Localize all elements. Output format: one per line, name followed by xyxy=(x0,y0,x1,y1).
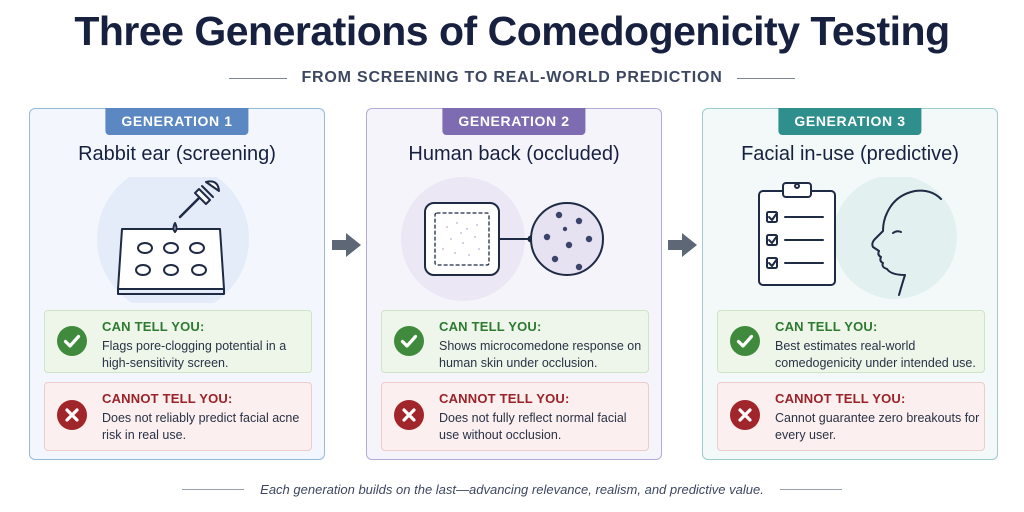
clipboard-face-icon xyxy=(758,175,957,299)
card-title: Human back (occluded) xyxy=(408,143,620,165)
generation-1-card: GENERATION 1 Rabbit ear (screening) xyxy=(29,108,325,460)
can-tell-text: Best estimates real-world comedogenicity… xyxy=(775,339,976,370)
can-tell-text: Shows microcomedone response on human sk… xyxy=(439,339,642,370)
subtitle-row: FROM SCREENING TO REAL-WORLD PREDICTION xyxy=(0,66,1024,90)
check-icon xyxy=(57,326,87,356)
footer-row: Each generation builds on the last—advan… xyxy=(0,480,1024,498)
check-icon xyxy=(730,326,760,356)
can-tell-heading: CAN TELL YOU: xyxy=(439,319,542,334)
card-title: Facial in-use (predictive) xyxy=(741,143,959,165)
generation-badge: GENERATION 1 xyxy=(105,108,249,135)
check-icon xyxy=(394,326,424,356)
divider xyxy=(182,488,245,490)
can-tell-box: CAN TELL YOU: Shows microcomedone respon… xyxy=(381,310,649,373)
can-tell-box: CAN TELL YOU: Best estimates real-world … xyxy=(717,310,985,373)
can-tell-heading: CAN TELL YOU: xyxy=(102,319,205,334)
card-title: Rabbit ear (screening) xyxy=(78,143,276,165)
cannot-tell-heading: CANNOT TELL YOU: xyxy=(102,391,233,406)
cross-icon xyxy=(57,400,87,430)
facial-in-use-illustration xyxy=(703,175,997,303)
divider xyxy=(736,77,795,79)
arrow-right-icon xyxy=(668,233,697,257)
rabbit-ear-illustration xyxy=(30,163,324,315)
generation-badge: GENERATION 2 xyxy=(442,108,586,135)
divider xyxy=(229,77,288,79)
cannot-tell-text: Does not fully reflect normal facial use… xyxy=(439,411,627,442)
cross-icon xyxy=(394,400,424,430)
can-tell-text: Flags pore-clogging potential in a high-… xyxy=(102,339,287,370)
divider xyxy=(779,488,842,490)
can-tell-box: CAN TELL YOU: Flags pore-clogging potent… xyxy=(44,310,312,373)
cross-icon xyxy=(730,400,760,430)
cannot-tell-box: CANNOT TELL YOU: Cannot guarantee zero b… xyxy=(717,382,985,451)
cannot-tell-heading: CANNOT TELL YOU: xyxy=(439,391,570,406)
cannot-tell-box: CANNOT TELL YOU: Does not fully reflect … xyxy=(381,382,649,451)
cannot-tell-text: Does not reliably predict facial acne ri… xyxy=(102,411,300,442)
generation-3-card: GENERATION 3 Facial in-use (predictive) xyxy=(702,108,998,460)
footer-note: Each generation builds on the last—advan… xyxy=(260,481,764,497)
occlusion-patch-icon xyxy=(401,177,604,301)
cannot-tell-heading: CANNOT TELL YOU: xyxy=(775,391,906,406)
cannot-tell-box: CANNOT TELL YOU: Does not reliably predi… xyxy=(44,382,312,451)
dropper-well-plate-icon xyxy=(97,163,249,315)
generation-badge: GENERATION 3 xyxy=(778,108,922,135)
human-back-illustration xyxy=(367,177,661,303)
can-tell-heading: CAN TELL YOU: xyxy=(775,319,878,334)
generation-2-card: GENERATION 2 Human back (occluded) xyxy=(366,108,662,460)
cannot-tell-text: Cannot guarantee zero breakouts for ever… xyxy=(775,411,980,442)
page-subtitle: FROM SCREENING TO REAL-WORLD PREDICTION xyxy=(301,69,723,86)
arrow-right-icon xyxy=(332,233,361,257)
page-title: Three Generations of Comedogenicity Test… xyxy=(74,8,950,54)
